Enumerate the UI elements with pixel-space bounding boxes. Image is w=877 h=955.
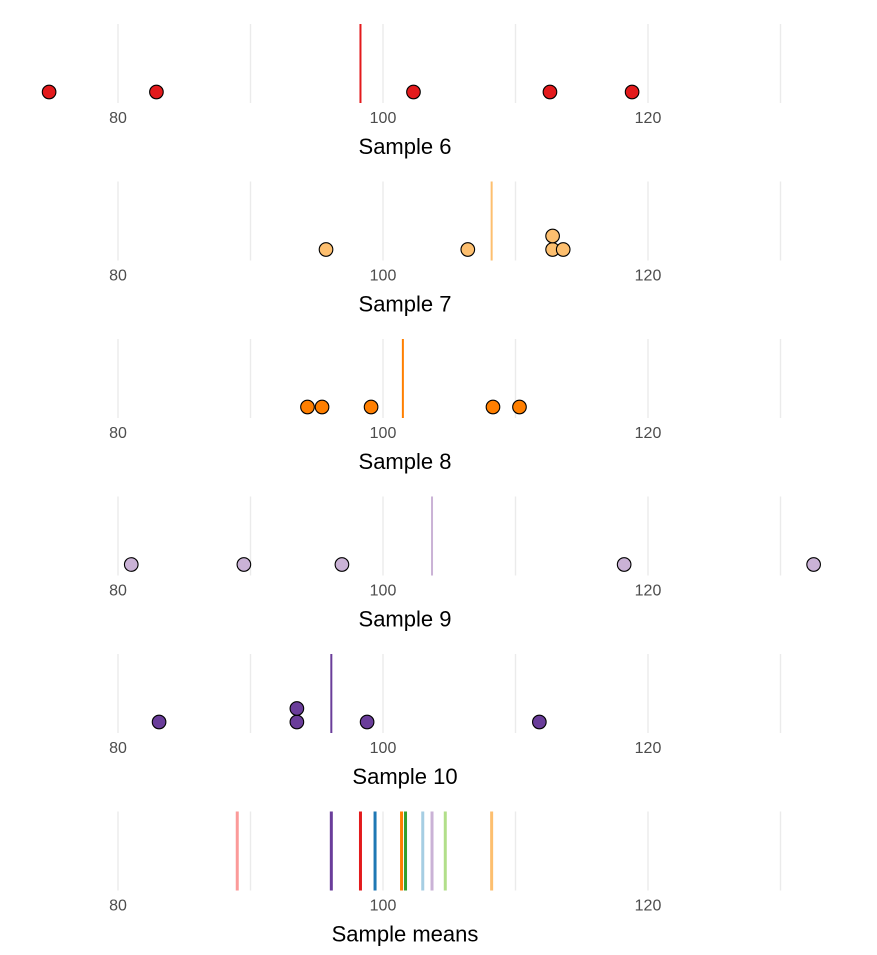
- tick-label-4-120: 120: [635, 740, 662, 757]
- data-point-4-3: [359, 714, 375, 730]
- data-point-3-1: [236, 557, 252, 572]
- tick-label-2-100: 100: [370, 425, 397, 442]
- data-point-4-4: [531, 714, 547, 730]
- data-point-0-3: [542, 84, 558, 100]
- data-point-2-3: [485, 399, 501, 415]
- tick-label-means-100: 100: [370, 898, 397, 915]
- tick-label-0-120: 120: [635, 110, 662, 127]
- panel-title-means: Sample means: [332, 922, 479, 947]
- data-point-3-4: [806, 557, 821, 572]
- tick-label-3-80: 80: [109, 583, 127, 600]
- tick-label-means-80: 80: [109, 898, 127, 915]
- tick-label-3-120: 120: [635, 583, 662, 600]
- panel-title-2: Sample 8: [359, 449, 452, 474]
- tick-label-3-100: 100: [370, 583, 397, 600]
- data-point-1-0: [318, 242, 334, 257]
- tick-label-1-100: 100: [370, 268, 397, 285]
- tick-label-2-80: 80: [109, 425, 127, 442]
- data-point-2-2: [363, 399, 379, 415]
- tick-label-4-80: 80: [109, 740, 127, 757]
- data-point-2-4: [512, 399, 527, 415]
- tick-label-4-100: 100: [370, 740, 397, 757]
- panel-title-0: Sample 6: [359, 134, 452, 159]
- panel-title-4: Sample 10: [352, 764, 457, 789]
- data-point-4-0: [151, 714, 167, 730]
- panel-title-3: Sample 9: [359, 607, 452, 632]
- data-point-0-2: [406, 84, 421, 100]
- tick-label-1-80: 80: [109, 268, 127, 285]
- panel-title-1: Sample 7: [359, 292, 452, 317]
- data-point-1-4: [545, 228, 560, 244]
- tick-label-0-100: 100: [370, 110, 397, 127]
- data-point-3-3: [616, 557, 632, 572]
- data-point-0-4: [624, 84, 640, 100]
- data-point-3-0: [123, 557, 139, 572]
- data-point-2-1: [314, 399, 330, 415]
- data-point-0-0: [41, 84, 57, 100]
- tick-label-1-120: 120: [635, 268, 662, 285]
- data-point-1-3: [555, 242, 571, 257]
- data-point-2-0: [300, 399, 315, 415]
- tick-label-0-80: 80: [109, 110, 127, 127]
- data-point-3-2: [334, 557, 350, 572]
- data-point-4-2: [289, 701, 305, 716]
- data-point-0-1: [149, 84, 164, 100]
- data-point-1-1: [460, 242, 476, 257]
- data-point-4-1: [289, 714, 305, 730]
- tick-label-2-120: 120: [635, 425, 662, 442]
- tick-label-means-120: 120: [635, 898, 662, 915]
